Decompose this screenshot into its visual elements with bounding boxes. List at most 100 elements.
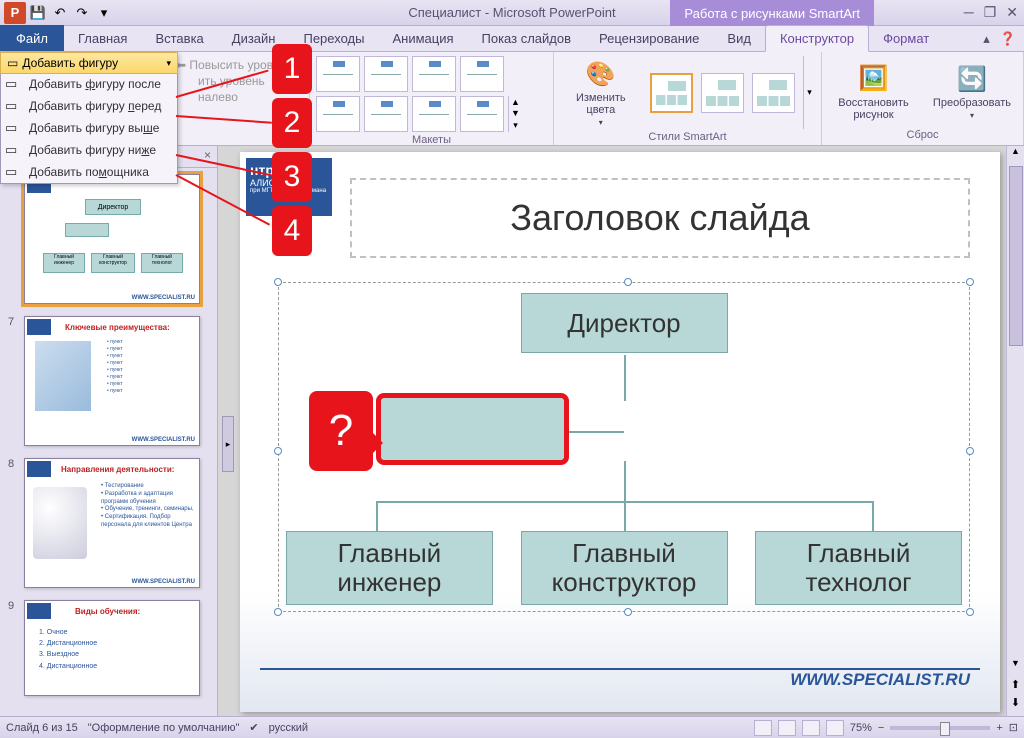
slide-editor: ▸ нтр АЛИСТ при МГТУ им. Н.Э.Баумана Заг… bbox=[218, 146, 1024, 716]
file-tab[interactable]: Файл bbox=[0, 25, 64, 51]
qat-dropdown-icon[interactable]: ▾ bbox=[94, 3, 114, 23]
thumbnail-number: 7 bbox=[8, 316, 18, 446]
vertical-scrollbar[interactable]: ▲ ▼ ⬆ ⬇ bbox=[1006, 146, 1024, 716]
add-shape-before[interactable]: ▭Добавить фигуру перед bbox=[1, 95, 177, 117]
slide-canvas[interactable]: нтр АЛИСТ при МГТУ им. Н.Э.Баумана Загол… bbox=[240, 152, 1000, 712]
layout-option[interactable] bbox=[412, 56, 456, 92]
add-shape-button[interactable]: ▭ Добавить фигуру ▾ bbox=[0, 52, 178, 74]
style-option[interactable] bbox=[701, 73, 744, 113]
layout-option[interactable] bbox=[364, 96, 408, 132]
reading-view-button[interactable] bbox=[802, 720, 820, 736]
close-icon[interactable]: ✕ bbox=[1006, 4, 1018, 21]
app-icon[interactable]: P bbox=[4, 2, 26, 24]
thumbnail-item[interactable]: Директор Главный инженер Главный констру… bbox=[0, 168, 217, 310]
org-node-root[interactable]: Директор bbox=[521, 293, 728, 353]
zoom-out-icon[interactable]: − bbox=[878, 722, 884, 734]
change-colors-button[interactable]: 🎨 Изменить цвета ▾ bbox=[560, 56, 642, 129]
org-node-child[interactable]: Главный инженер bbox=[286, 531, 493, 605]
window-controls: ─ ❐ ✕ bbox=[964, 4, 1018, 21]
undo-icon[interactable]: ↶ bbox=[50, 3, 70, 23]
restore-icon[interactable]: ❐ bbox=[984, 4, 997, 21]
callout-1: 1 bbox=[272, 44, 312, 94]
ribbon-group-reset: 🖼️ Восстановить рисунок 🔄 Преобразовать … bbox=[822, 52, 1024, 145]
tab-smartart-format[interactable]: Формат bbox=[869, 26, 943, 51]
callout-column: 1 2 3 4 bbox=[272, 44, 312, 256]
thumbnail-slide[interactable]: Ключевые преимущества: • пункт• пункт• п… bbox=[24, 316, 200, 446]
sorter-view-button[interactable] bbox=[778, 720, 796, 736]
context-tab-header: Работа с рисунками SmartArt bbox=[670, 0, 874, 26]
layouts-more-icon[interactable]: ▾ bbox=[509, 120, 522, 131]
slide-title-placeholder[interactable]: Заголовок слайда bbox=[350, 178, 970, 258]
minimize-ribbon-icon[interactable]: ▴ bbox=[983, 31, 990, 47]
org-node-assistant[interactable] bbox=[376, 393, 569, 465]
add-shape-after[interactable]: ▭Добавить фигуру после bbox=[1, 73, 177, 95]
resize-handle[interactable] bbox=[274, 278, 282, 286]
zoom-level[interactable]: 75% bbox=[850, 722, 872, 734]
help-icon[interactable]: ❓ bbox=[1000, 31, 1016, 47]
tab-smartart-design[interactable]: Конструктор bbox=[765, 25, 869, 52]
text-pane-toggle[interactable]: ▸ bbox=[222, 416, 234, 472]
thumbnail-item[interactable]: 7 Ключевые преимущества: • пункт• пункт•… bbox=[0, 310, 217, 452]
resize-handle[interactable] bbox=[274, 447, 282, 455]
resize-handle[interactable] bbox=[966, 278, 974, 286]
save-icon[interactable]: 💾 bbox=[28, 3, 48, 23]
tab-review[interactable]: Рецензирование bbox=[585, 26, 713, 51]
org-node-child[interactable]: Главный конструктор bbox=[521, 531, 728, 605]
thumbnail-slide[interactable]: Директор Главный инженер Главный констру… bbox=[24, 174, 200, 304]
layouts-scroll-down-icon[interactable]: ▼ bbox=[509, 108, 522, 118]
layout-option[interactable] bbox=[460, 96, 504, 132]
add-assistant[interactable]: ▭Добавить помощника bbox=[1, 161, 177, 183]
layout-option[interactable] bbox=[460, 56, 504, 92]
thumbnail-item[interactable]: 9 Виды обучения: 1. Очное 2. Дистанционн… bbox=[0, 594, 217, 702]
thumbnail-item[interactable]: 8 Направления деятельности: • Тестирован… bbox=[0, 452, 217, 594]
ribbon-group-label: Сброс bbox=[828, 127, 1017, 143]
slide-footer: WWW.SPECIALIST.RU bbox=[790, 670, 970, 690]
normal-view-button[interactable] bbox=[754, 720, 772, 736]
convert-button[interactable]: 🔄 Преобразовать ▾ bbox=[927, 61, 1017, 122]
tab-slideshow[interactable]: Показ слайдов bbox=[468, 26, 586, 51]
tab-home[interactable]: Главная bbox=[64, 26, 141, 51]
shape-icon: ▭ bbox=[5, 76, 21, 92]
resize-handle[interactable] bbox=[624, 608, 632, 616]
tab-view[interactable]: Вид bbox=[713, 26, 765, 51]
ribbon-tabs: Файл Главная Вставка Дизайн Переходы Ани… bbox=[0, 26, 1024, 52]
resize-handle[interactable] bbox=[966, 447, 974, 455]
styles-more-icon[interactable]: ▾ bbox=[804, 87, 815, 98]
slideshow-view-button[interactable] bbox=[826, 720, 844, 736]
layout-option[interactable] bbox=[316, 56, 360, 92]
thumbnail-slide[interactable]: Направления деятельности: • Тестирование… bbox=[24, 458, 200, 588]
tab-insert[interactable]: Вставка bbox=[141, 26, 217, 51]
style-option[interactable] bbox=[650, 73, 693, 113]
question-callout: ? bbox=[309, 391, 373, 471]
rtl-button[interactable]: налево bbox=[198, 90, 238, 104]
layout-option[interactable] bbox=[412, 96, 456, 132]
spellcheck-icon[interactable]: ✔ bbox=[249, 721, 258, 734]
style-option[interactable] bbox=[752, 73, 795, 113]
language-indicator[interactable]: русский bbox=[269, 722, 308, 734]
layout-option[interactable] bbox=[316, 96, 360, 132]
layouts-scroll-up-icon[interactable]: ▲ bbox=[509, 97, 522, 107]
smartart-container[interactable]: Директор Главный инженер Главный констру… bbox=[278, 282, 970, 612]
layout-option[interactable] bbox=[364, 56, 408, 92]
slide-counter: Слайд 6 из 15 bbox=[6, 722, 78, 734]
resize-handle[interactable] bbox=[624, 278, 632, 286]
window-title: Специалист - Microsoft PowerPoint bbox=[408, 5, 615, 20]
zoom-slider[interactable] bbox=[890, 726, 990, 730]
thumbnail-number: 8 bbox=[8, 458, 18, 588]
redo-icon[interactable]: ↷ bbox=[72, 3, 92, 23]
tab-animation[interactable]: Анимация bbox=[378, 26, 467, 51]
fit-window-icon[interactable]: ⊡ bbox=[1009, 721, 1018, 734]
work-area: × Директор Главный инженер Главный конст… bbox=[0, 146, 1024, 716]
ribbon-help: ▴ ❓ bbox=[983, 31, 1016, 47]
zoom-in-icon[interactable]: + bbox=[996, 722, 1002, 734]
ribbon-group-label: Стили SmartArt bbox=[560, 129, 815, 145]
resize-handle[interactable] bbox=[966, 608, 974, 616]
add-shape-dropdown: ▭ Добавить фигуру ▾ ▭Добавить фигуру пос… bbox=[0, 52, 178, 184]
resize-handle[interactable] bbox=[274, 608, 282, 616]
minimize-icon[interactable]: ─ bbox=[964, 4, 974, 21]
thumbnail-slide[interactable]: Виды обучения: 1. Очное 2. Дистанционное… bbox=[24, 600, 200, 696]
add-shape-above[interactable]: ▭Добавить фигуру выше bbox=[1, 117, 177, 139]
restore-button[interactable]: 🖼️ Восстановить рисунок bbox=[828, 61, 919, 123]
org-node-child[interactable]: Главный технолог bbox=[755, 531, 962, 605]
add-shape-below[interactable]: ▭Добавить фигуру ниже bbox=[1, 139, 177, 161]
